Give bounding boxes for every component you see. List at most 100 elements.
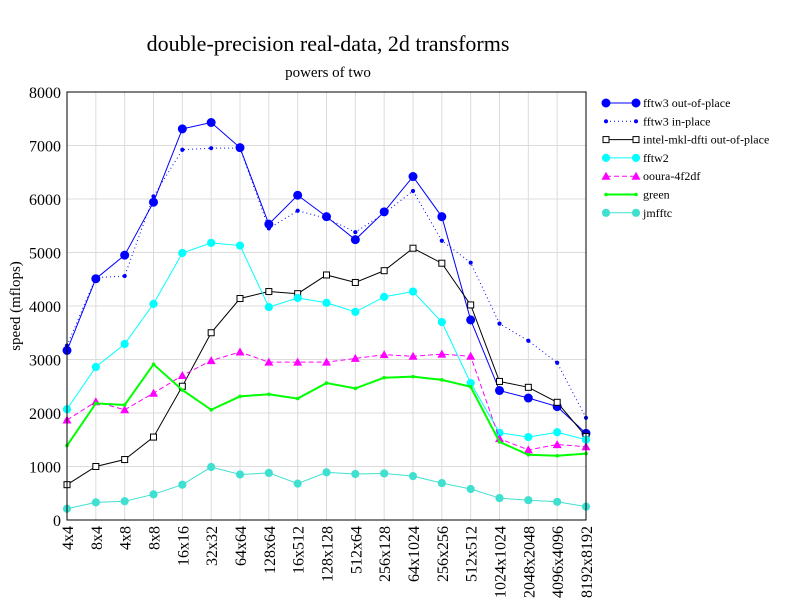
series-fftw3-in-place (64, 146, 589, 420)
data-point (497, 440, 502, 444)
y-tick-label: 1000 (29, 460, 61, 477)
data-point (553, 497, 562, 506)
x-tick-label: 64x1024 (406, 526, 423, 582)
legend-label: green (643, 188, 670, 202)
data-point (553, 428, 562, 437)
data-point (206, 117, 216, 127)
legend-label: jmfftc (642, 206, 672, 220)
data-point (120, 339, 129, 349)
data-point (122, 403, 127, 407)
x-tick-label: 8192x8192 (579, 526, 596, 598)
data-point (468, 260, 473, 265)
data-point (237, 146, 243, 151)
legend-marker (601, 98, 611, 108)
data-point (553, 398, 561, 406)
data-point (552, 440, 562, 449)
data-point (523, 445, 533, 454)
data-point (408, 287, 418, 296)
x-tick-label: 4x4 (60, 526, 77, 550)
data-point (437, 317, 446, 327)
data-point (120, 250, 130, 260)
data-point (92, 463, 100, 470)
x-tick-label: 512x64 (348, 526, 365, 574)
x-ticks: 4x4 8x4 4x8 8x8 16x16 32x32 64x64 128x64 16x512 1… (60, 526, 596, 598)
data-point (524, 432, 533, 442)
series-intel-mkl-dfti-out-of-place (63, 244, 590, 489)
data-point (180, 388, 185, 392)
data-point (440, 378, 444, 382)
x-tick-label: 4x8 (118, 526, 135, 550)
data-point (555, 454, 559, 458)
data-point (295, 396, 300, 401)
legend-label: intel-mkl-dfti out-of-place (643, 133, 769, 147)
data-point (207, 238, 216, 247)
data-point (323, 271, 330, 279)
legend-label: fftw3 in-place (643, 114, 710, 128)
data-point (324, 216, 329, 221)
data-point (380, 469, 389, 478)
y-tick-label: 3000 (29, 353, 61, 370)
data-point (351, 307, 360, 316)
data-point (149, 197, 158, 207)
chart-title: double-precision real-data, 2d transform… (147, 31, 510, 56)
data-point (438, 259, 446, 267)
data-point (149, 299, 158, 308)
legend-label: ooura-4f2df (643, 169, 700, 183)
data-point (94, 401, 98, 406)
x-tick-label: 8x4 (89, 526, 106, 550)
data-point (526, 338, 531, 343)
data-point (209, 407, 213, 412)
legend-marker (631, 98, 641, 108)
data-point (120, 405, 130, 414)
data-point (524, 383, 532, 391)
x-tick-label: 16x512 (291, 526, 308, 574)
x-tick-label: 32x32 (204, 526, 221, 566)
data-point (379, 350, 389, 359)
x-tick-label: 16x16 (175, 526, 192, 566)
y-tick-label: 6000 (29, 192, 61, 209)
data-point (322, 357, 331, 366)
data-point (495, 493, 504, 503)
x-tick-label: 512x512 (464, 526, 481, 582)
data-point (207, 329, 215, 337)
data-point (264, 302, 273, 312)
y-ticks: 0 1000 2000 3000 4000 5000 6000 7000 8000 (29, 85, 61, 530)
x-tick-label: 8x8 (147, 526, 164, 550)
data-point (411, 374, 415, 379)
data-point (437, 478, 446, 488)
data-point (324, 381, 329, 385)
data-point (351, 469, 360, 479)
data-point (408, 172, 418, 182)
legend-marker (634, 192, 638, 197)
x-tick-label: 256x256 (435, 526, 452, 582)
data-point (495, 386, 504, 396)
legend-marker (631, 208, 641, 217)
data-point (322, 468, 331, 477)
data-point (122, 273, 127, 279)
data-point (265, 288, 273, 296)
data-point (93, 275, 98, 280)
data-point (267, 392, 271, 397)
data-point (467, 301, 475, 309)
x-tick-label: 4096x4096 (550, 526, 567, 598)
data-point (466, 315, 476, 325)
data-point (121, 456, 129, 464)
data-point (293, 293, 302, 303)
data-point (266, 226, 271, 231)
data-point (382, 211, 387, 216)
data-point (264, 468, 273, 478)
data-point (293, 479, 302, 488)
data-point (380, 292, 389, 302)
data-point (351, 278, 359, 286)
data-point (236, 295, 244, 303)
y-axis-label: speed (mflops) (8, 261, 24, 351)
x-tick-label: 256x128 (377, 526, 394, 582)
data-point (264, 357, 274, 366)
data-point (468, 384, 473, 389)
data-point (209, 146, 214, 151)
y-tick-label: 8000 (29, 85, 61, 102)
data-point (120, 497, 129, 506)
data-point (466, 484, 475, 494)
y-tick-label: 7000 (29, 139, 61, 156)
legend-marker (604, 192, 608, 197)
